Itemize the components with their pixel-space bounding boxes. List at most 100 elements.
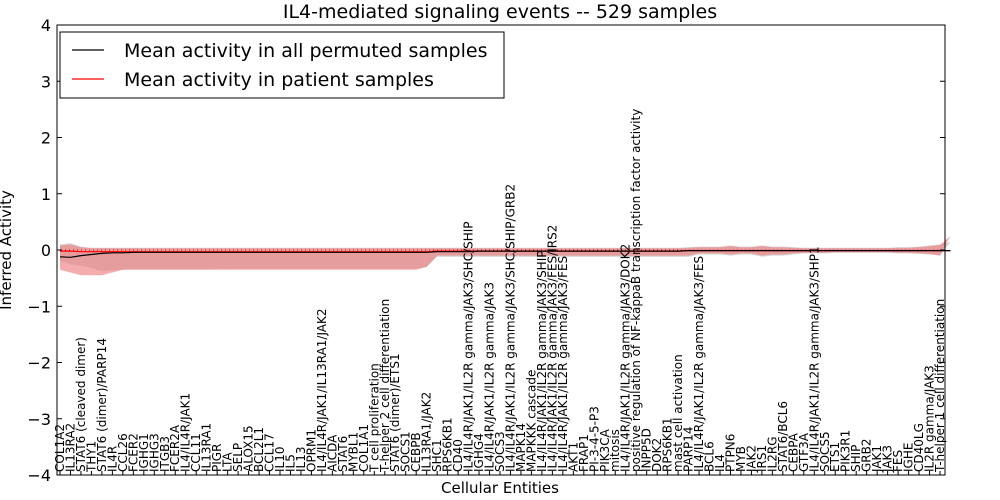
y-tick-label: 3	[41, 72, 51, 91]
x-tick-label: SHIP	[849, 445, 863, 472]
x-tick-label: AKT1	[566, 442, 580, 472]
x-tick-label: ALOX15	[242, 425, 256, 472]
y-tick-label: 0	[41, 241, 51, 260]
x-tick-label: SHC1	[430, 439, 444, 472]
x-tick-label: CCL26	[116, 433, 130, 472]
x-tick-label: PIK3R1	[839, 430, 853, 472]
x-tick-label: IL13	[294, 447, 308, 473]
x-tick-label: FCER2	[126, 433, 140, 472]
x-tick-label: IL4	[713, 454, 727, 472]
x-tick-label: FES	[891, 450, 905, 472]
x-tick-label: CEBPA	[786, 432, 800, 472]
x-tick-label: STAT6 (dimer)/ETS1	[388, 353, 402, 472]
x-tick-label: IGHG1	[137, 433, 151, 472]
y-tick-label: 4	[41, 16, 51, 35]
x-tick-label: JAK1	[870, 445, 884, 473]
x-tick-label: T-helper 1 cell differentiation	[933, 299, 947, 473]
x-tick-label: LTA	[221, 452, 235, 472]
x-tick-label: OPRM1	[304, 429, 318, 472]
x-tick-label: JAK3	[881, 445, 895, 473]
y-tick-label: −2	[27, 354, 51, 373]
x-tick-label: IL13RA1	[200, 423, 214, 472]
y-axis-label: Inferred Activity	[0, 190, 15, 310]
x-tick-label: PARP14	[682, 426, 696, 472]
x-tick-label: INPP5D	[640, 428, 654, 472]
x-tick-label: AICDA	[325, 434, 339, 472]
x-tick-label: IL4/IL4R/JAK1/IL2R gamma/JAK3/FES	[692, 256, 706, 472]
x-tick-label: MAPK14	[514, 423, 528, 472]
x-tick-label: GRB2	[860, 438, 874, 472]
x-tick-label: CD40LG	[912, 423, 926, 472]
x-tick-label: IL2R gamma/JAK3	[923, 365, 937, 472]
x-tick-label: BCL2L1	[252, 427, 266, 472]
x-tick-label: CEBPB	[409, 432, 423, 472]
x-tick-label: mast cell activation	[671, 354, 685, 472]
x-tick-label: T cell proliferation	[367, 363, 381, 473]
x-tick-label: THY1	[84, 441, 98, 473]
series-line	[59, 250, 951, 258]
x-tick-label: PIK3CA	[598, 428, 612, 472]
chart-title: IL4-mediated signaling events -- 529 sam…	[283, 1, 717, 23]
x-tick-label: CCL17	[263, 433, 277, 472]
x-tick-label: STAT6	[336, 436, 350, 472]
legend-box	[59, 31, 505, 99]
x-tick-label: MYBL1	[346, 432, 360, 472]
x-tick-label: MYB	[734, 446, 748, 472]
x-tick-label: MAPKKK cascade	[524, 370, 538, 472]
x-tick-label: STAT6 (cleaved dimer)	[74, 337, 88, 472]
x-tick-label: CCL11	[189, 433, 203, 472]
x-tick-label: PIGR	[210, 444, 224, 472]
legend-label: Mean activity in patient samples	[124, 69, 434, 91]
x-tick-label: SOCS3	[493, 431, 507, 472]
x-tick-label: IL4/IL4R/JAK1/IL2R gamma/JAK3/DOK2	[619, 244, 633, 472]
y-tick-label: −3	[27, 410, 51, 429]
x-tick-label: STAT6 (dimer)/PARP14	[95, 338, 109, 472]
x-tick-label: FRAP1	[577, 434, 591, 472]
x-tick-label: IL4/IL4R/JAK1/IL2R gamma/JAK3/FES/IRS2	[545, 225, 559, 472]
x-tick-label: IL4/IL4R/JAK1/IL2R gamma/JAK3/SHC/SHIP/G…	[504, 184, 518, 472]
x-tick-label: IL13RA1/JAK2	[420, 392, 434, 472]
y-tick-label: 2	[41, 129, 51, 148]
legend: Mean activity in all permuted samples Mea…	[59, 31, 505, 99]
x-tick-label: mitosis	[608, 429, 622, 472]
x-tick-label: PI-3-4-5-P3	[587, 406, 601, 472]
x-axis-label: Cellular Entities	[441, 479, 559, 497]
x-tick-label: IGHG4	[472, 433, 486, 472]
x-tick-label: IL4/IL4R/JAK1/IL2R gamma/JAK3	[483, 282, 497, 472]
x-tick-label: RPS6KB1	[661, 417, 675, 472]
x-tick-label: IL5	[284, 454, 298, 472]
x-tick-label: PTPN6	[724, 434, 738, 472]
x-tick-label: positive regulation of NF-kappaB transcr…	[629, 109, 643, 472]
y-tick-label: −1	[27, 297, 51, 316]
x-tick-label: BCL6	[703, 441, 717, 472]
x-tick-label: IL4/IL4R/JAK1/IL2R gamma/JAK3/FES	[556, 256, 570, 472]
x-tick-label: IL4/IL4R/JAK1/IL2R gamma/JAK3/SHIP	[535, 251, 549, 472]
x-tick-label: T-helper 2 cell differentiation	[378, 299, 392, 473]
x-tick-label: ITGB3	[158, 436, 172, 472]
x-tick-label: FCER2A	[168, 424, 182, 472]
x-tick-label: SOCS1	[399, 431, 413, 472]
x-tick-label: IL10	[273, 447, 287, 473]
x-tick-label: IRS1	[755, 445, 769, 472]
x-tick-label: ETS1	[828, 442, 842, 472]
x-tick-label: IL4/IL4R/JAK1/IL2R gamma/JAK3/SHC/SHIP	[462, 221, 476, 472]
x-tick-label: IL4/IL4R/JAK1/IL2R gamma/JAK3/SHP1	[807, 246, 821, 472]
x-tick-label: IL4/IL4R/JAK1	[179, 393, 193, 472]
x-tick-label: JAK2	[744, 445, 758, 473]
x-tick-label: IL4R	[105, 446, 119, 472]
x-tick-label: IL4/IL4R/JAK1/IL13RA1/JAK2	[315, 309, 329, 473]
x-tick-label: RPS6KB1	[441, 417, 455, 472]
y-tick-label: −4	[27, 466, 51, 485]
x-tick-label: IGHE	[902, 443, 916, 472]
legend-label: Mean activity in all permuted samples	[124, 40, 487, 62]
x-tick-label: STAT6/BCL6	[776, 401, 790, 472]
x-tick-label: COL1A1	[357, 424, 371, 472]
x-tick-label: SELP	[231, 443, 245, 472]
x-tick-label: IL2RG	[765, 437, 779, 473]
x-tick-label: IL13RA2	[64, 423, 78, 472]
x-tick-label: DOK2	[650, 438, 664, 472]
x-tick-label: SOCS5	[818, 431, 832, 472]
x-tick-label: CD40	[451, 439, 465, 472]
